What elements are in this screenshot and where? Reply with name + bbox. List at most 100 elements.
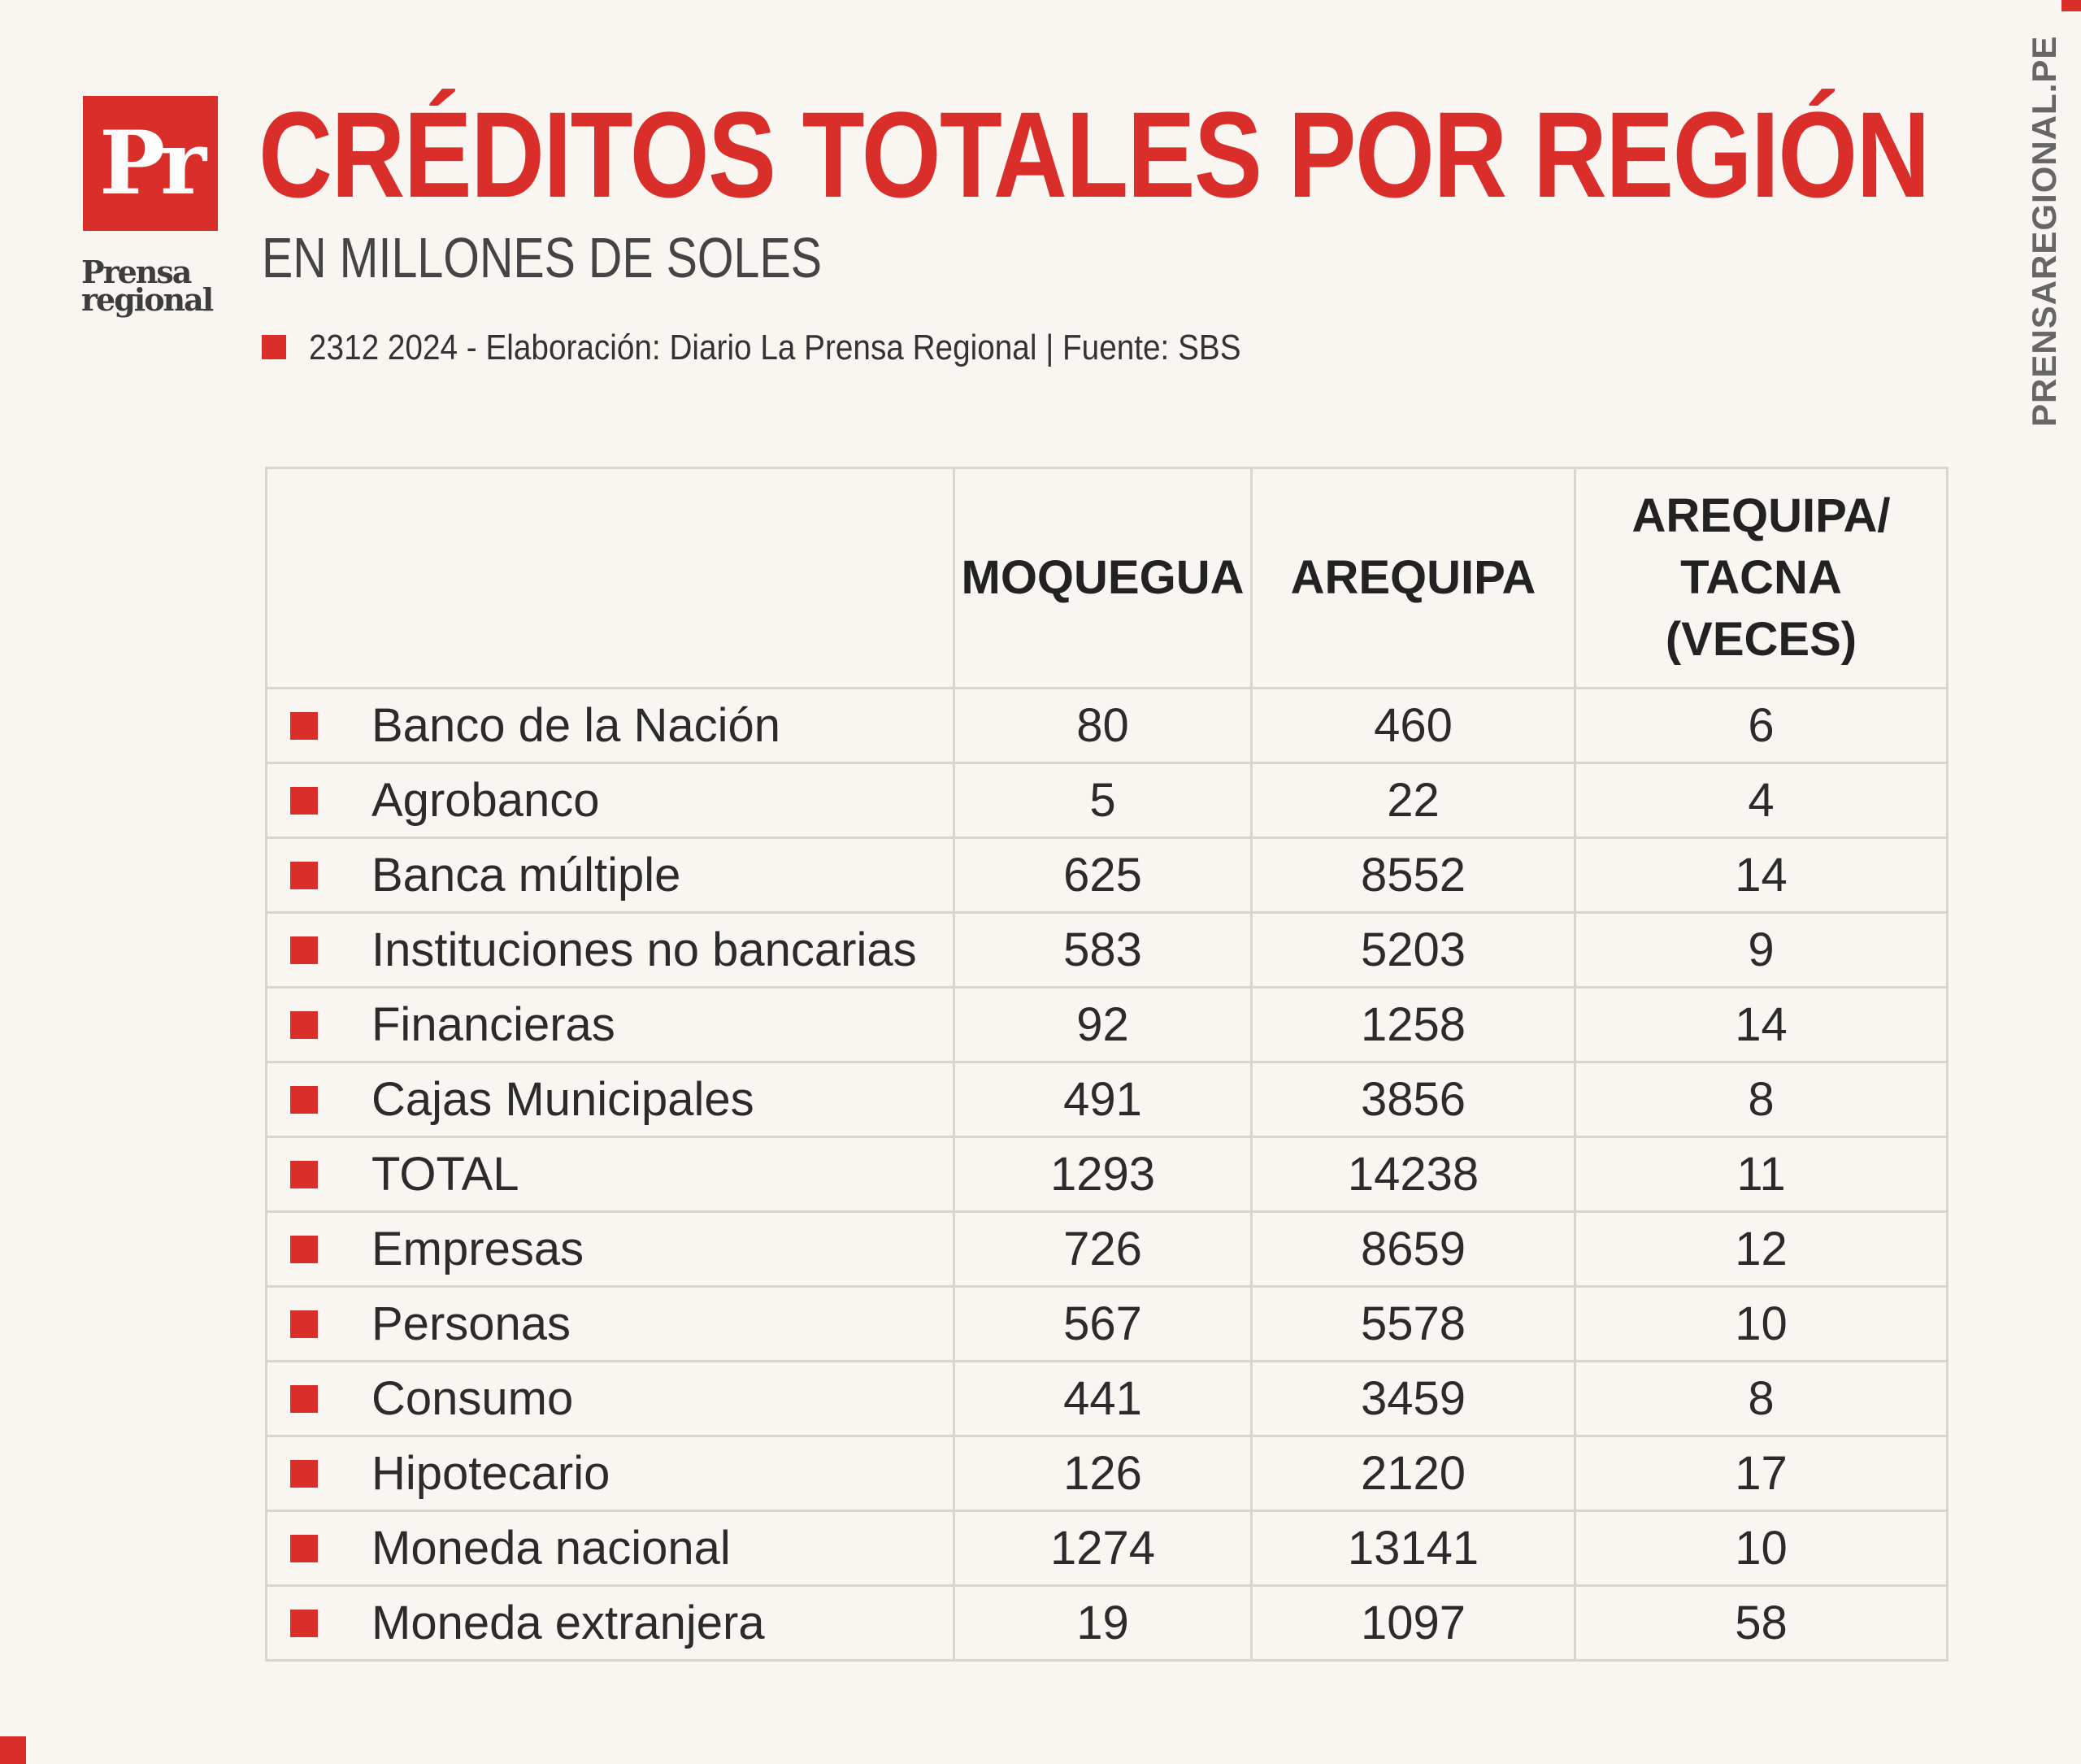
row-bullet-icon	[290, 1384, 318, 1413]
row-label: Empresas	[371, 1223, 584, 1275]
table-row: Instituciones no bancarias 583 5203 9	[265, 911, 1948, 988]
ratio-value: 8	[1574, 1061, 1948, 1138]
corner-accent-top-right	[2061, 0, 2081, 11]
row-label: Instituciones no bancarias	[371, 923, 917, 976]
row-label: Financieras	[371, 998, 615, 1051]
table-row: TOTAL 1293 14238 11	[265, 1136, 1948, 1213]
row-label-cell: Agrobanco	[265, 762, 955, 839]
arequipa-value: 1258	[1250, 986, 1576, 1063]
row-label: Banca múltiple	[371, 849, 681, 902]
arequipa-value: 5203	[1250, 911, 1576, 988]
corner-accent-bottom-left	[0, 1736, 26, 1764]
ratio-value: 17	[1574, 1435, 1948, 1512]
row-label-cell: Personas	[265, 1285, 955, 1362]
table-body: Banco de la Nación 80 460 6 Agrobanco 5 22 4 Ban…	[265, 687, 1948, 1662]
row-label-cell: TOTAL	[265, 1136, 955, 1213]
row-bullet-icon	[290, 1085, 318, 1114]
arequipa-value: 22	[1250, 762, 1576, 839]
moquegua-value: 625	[953, 836, 1253, 914]
page-title: CRÉDITOS TOTALES POR REGIÓN	[258, 86, 1931, 223]
moquegua-value: 726	[953, 1210, 1253, 1288]
ratio-value: 14	[1574, 986, 1948, 1063]
row-label: Hipotecario	[371, 1447, 610, 1500]
row-bullet-icon	[290, 1310, 318, 1338]
row-bullet-icon	[290, 1160, 318, 1188]
row-bullet-icon	[290, 1534, 318, 1562]
ratio-value: 14	[1574, 836, 1948, 914]
row-label-cell: Moneda extranjera	[265, 1584, 955, 1662]
logo-mark: Pr	[83, 96, 218, 231]
moquegua-value: 5	[953, 762, 1253, 839]
moquegua-value: 1293	[953, 1136, 1253, 1213]
column-header-ratio: AREQUIPA/ TACNA (VECES)	[1574, 467, 1948, 689]
row-label-cell: Hipotecario	[265, 1435, 955, 1512]
arequipa-value: 1097	[1250, 1584, 1576, 1662]
row-label-cell: Financieras	[265, 986, 955, 1063]
arequipa-value: 5578	[1250, 1285, 1576, 1362]
source-credit: 2312 2024 - Elaboración: Diario La Prens…	[309, 328, 1241, 367]
row-bullet-icon	[290, 1609, 318, 1637]
row-label-cell: Empresas	[265, 1210, 955, 1288]
column-header-arequipa: AREQUIPA	[1250, 467, 1576, 689]
moquegua-value: 1274	[953, 1510, 1253, 1587]
row-label: Personas	[371, 1297, 571, 1350]
row-label-cell: Banca múltiple	[265, 836, 955, 914]
row-bullet-icon	[290, 1010, 318, 1039]
table-row: Personas 567 5578 10	[265, 1285, 1948, 1362]
moquegua-value: 19	[953, 1584, 1253, 1662]
row-label: Moneda extranjera	[371, 1597, 765, 1649]
row-label: Banco de la Nación	[371, 699, 780, 752]
table-row: Consumo 441 3459 8	[265, 1360, 1948, 1437]
arequipa-value: 8552	[1250, 836, 1576, 914]
page-subtitle: EN MILLONES DE SOLES	[262, 226, 823, 289]
table-row: Empresas 726 8659 12	[265, 1210, 1948, 1288]
column-header-label	[265, 467, 955, 689]
row-bullet-icon	[290, 861, 318, 889]
row-bullet-icon	[290, 786, 318, 815]
ratio-value: 10	[1574, 1285, 1948, 1362]
arequipa-value: 14238	[1250, 1136, 1576, 1213]
table-row: Agrobanco 5 22 4	[265, 762, 1948, 839]
logo-mark-text: Pr	[98, 112, 206, 215]
ratio-value: 8	[1574, 1360, 1948, 1437]
row-label: Agrobanco	[371, 774, 600, 827]
moquegua-value: 126	[953, 1435, 1253, 1512]
row-label-cell: Cajas Municipales	[265, 1061, 955, 1138]
row-bullet-icon	[290, 711, 318, 740]
ratio-value: 58	[1574, 1584, 1948, 1662]
logo-wordmark: Prensa regional	[81, 257, 219, 318]
row-bullet-icon	[290, 936, 318, 964]
ratio-value: 4	[1574, 762, 1948, 839]
moquegua-value: 491	[953, 1061, 1253, 1138]
moquegua-value: 583	[953, 911, 1253, 988]
ratio-value: 11	[1574, 1136, 1948, 1213]
table-row: Moneda extranjera 19 1097 58	[265, 1584, 1948, 1662]
ratio-value: 12	[1574, 1210, 1948, 1288]
table-row: Banco de la Nación 80 460 6	[265, 687, 1948, 764]
arequipa-value: 460	[1250, 687, 1576, 764]
row-label: Consumo	[371, 1372, 574, 1425]
ratio-value: 10	[1574, 1510, 1948, 1587]
row-label: Cajas Municipales	[371, 1073, 754, 1126]
column-header-moquegua: MOQUEGUA	[953, 467, 1253, 689]
arequipa-value: 13141	[1250, 1510, 1576, 1587]
table-row: Cajas Municipales 491 3856 8	[265, 1061, 1948, 1138]
row-label-cell: Banco de la Nación	[265, 687, 955, 764]
arequipa-value: 3856	[1250, 1061, 1576, 1138]
arequipa-value: 8659	[1250, 1210, 1576, 1288]
ratio-value: 9	[1574, 911, 1948, 988]
row-label: TOTAL	[371, 1148, 519, 1201]
arequipa-value: 2120	[1250, 1435, 1576, 1512]
moquegua-value: 92	[953, 986, 1253, 1063]
table-row: Hipotecario 126 2120 17	[265, 1435, 1948, 1512]
moquegua-value: 441	[953, 1360, 1253, 1437]
row-label-cell: Instituciones no bancarias	[265, 911, 955, 988]
moquegua-value: 80	[953, 687, 1253, 764]
logo-word-bottom: regional	[81, 281, 214, 318]
credits-table: MOQUEGUA AREQUIPA AREQUIPA/ TACNA (VECES…	[265, 467, 1948, 1662]
table-row: Financieras 92 1258 14	[265, 986, 1948, 1063]
table-row: Moneda nacional 1274 13141 10	[265, 1510, 1948, 1587]
ratio-value: 6	[1574, 687, 1948, 764]
row-label-cell: Moneda nacional	[265, 1510, 955, 1587]
site-url: PRENSAREGIONAL.PE	[2025, 35, 2063, 427]
